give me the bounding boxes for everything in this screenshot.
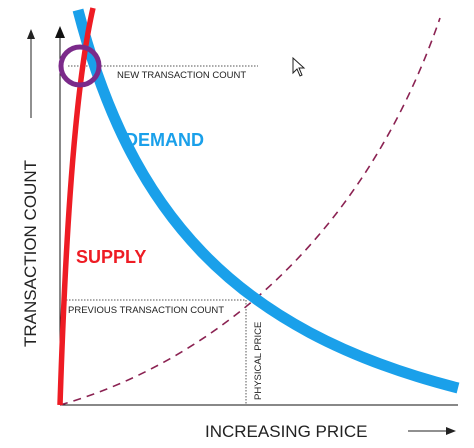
- mouse-cursor-icon: [292, 56, 306, 77]
- supply-curve: [57, 7, 96, 406]
- physical-price-label: PHYSICAL PRICE: [253, 322, 264, 400]
- demand-label: DEMAND: [125, 130, 204, 150]
- dashed-curve: [59, 17, 441, 406]
- intersection-highlight-circle: [58, 44, 102, 88]
- demand-curve: [72, 8, 460, 394]
- supply-label: SUPPLY: [76, 247, 146, 267]
- arrow-up-icon: [27, 29, 35, 39]
- new-transaction-count-label: NEW TRANSACTION COUNT: [117, 70, 246, 81]
- previous-transaction-count-label: PREVIOUS TRANSACTION COUNT: [68, 305, 224, 316]
- x-axis-title: INCREASING PRICE: [205, 422, 367, 441]
- arrow-right-icon: [446, 427, 456, 435]
- arrow-up-icon: [55, 26, 65, 38]
- y-axis-title: TRANSACTION COUNT: [21, 160, 40, 347]
